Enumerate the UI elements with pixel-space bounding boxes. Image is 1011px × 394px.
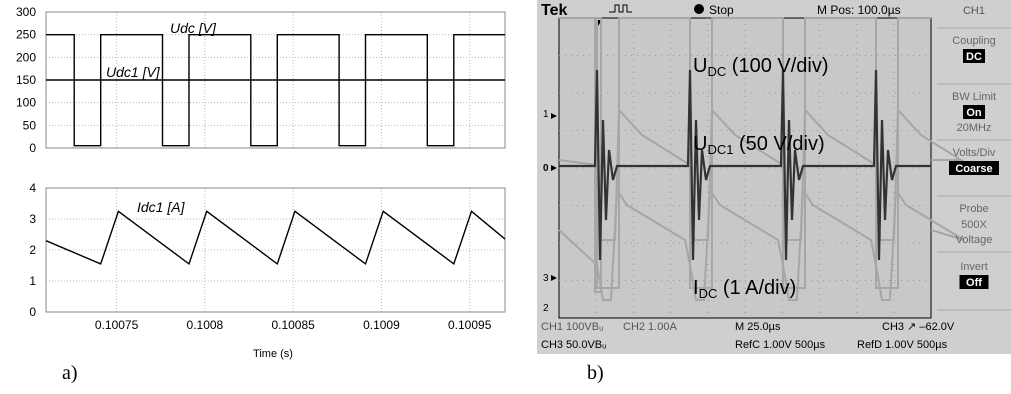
marker-ch1: 1 xyxy=(543,109,549,120)
stop-indicator-icon xyxy=(694,4,704,14)
simulation-chart-svg: 0 50 100 150 200 250 300 0 1 2 3 4 0.10075 0.1008 0.1… xyxy=(16,5,506,360)
status-refc: RefC 1.00V 500µs xyxy=(735,339,826,351)
label-idc: IDC (1 A/div) xyxy=(693,277,796,301)
y-tick-label: 4 xyxy=(29,181,36,195)
y-tick-label: 250 xyxy=(16,28,36,42)
menu-value-bg xyxy=(959,275,989,289)
menu-label-3[interactable]: Probe xyxy=(959,203,988,215)
trace-ground-ch xyxy=(559,69,931,261)
legend-idc1: Idc1 [A] xyxy=(137,199,186,215)
menu-label-0[interactable]: Coupling xyxy=(952,35,995,47)
y-tick-label: 200 xyxy=(16,50,36,64)
scope-traces xyxy=(558,17,965,301)
mpos-readout: M Pos: 100.0µs xyxy=(817,3,901,17)
oscilloscope-screen: Tek Stop M Pos: 100.0µs 1 0 3 2 UDC (100… xyxy=(537,0,1011,354)
y-tick-label: 100 xyxy=(16,96,36,110)
status-ch3: CH3 50.0VBᵤ xyxy=(541,339,606,351)
x-tick-label: 0.1008 xyxy=(187,318,224,332)
scope-brand: Tek xyxy=(541,2,567,19)
menu-value-bg xyxy=(963,49,985,63)
legend-udc: Udc [V] xyxy=(170,20,217,36)
status-ch1: CH1 100VBᵤ xyxy=(541,321,603,333)
udc-plot: 0 50 100 150 200 250 300 xyxy=(16,5,506,155)
status-mtime: M 25.0µs xyxy=(735,321,781,333)
menu-value-2[interactable]: Coarse xyxy=(955,163,992,175)
scope-side-menu: CH1 Coupling DC BW Limit On 20MHz Volts/Div Co… xyxy=(937,5,1011,311)
marker-ch3: 3 xyxy=(543,273,549,284)
menu-value-4[interactable]: Off xyxy=(966,277,982,289)
y-tick-label: 0 xyxy=(29,305,36,319)
y-tick-label: 300 xyxy=(16,5,36,19)
menu-value-bg xyxy=(963,105,985,119)
marker-arrow-icon xyxy=(551,113,557,119)
x-axis-label: Time (s) xyxy=(253,348,293,360)
trace-udc xyxy=(559,17,931,293)
x-tick-label: 0.10075 xyxy=(95,318,139,332)
menu-channel[interactable]: CH1 xyxy=(963,5,985,17)
x-tick-label: 0.10085 xyxy=(271,318,315,332)
menu-value-1[interactable]: On xyxy=(966,107,982,119)
status-refd: RefD 1.00V 500µs xyxy=(857,339,948,351)
menu-label-4[interactable]: Invert xyxy=(960,261,988,273)
x-tick-label: 0.1009 xyxy=(363,318,400,332)
y-tick-label: 2 xyxy=(29,243,36,257)
menu-value-bg xyxy=(949,161,999,175)
trace-idc xyxy=(558,186,965,301)
x-tick-label: 0.10095 xyxy=(448,318,492,332)
series-line-0-0 xyxy=(46,34,505,147)
menu-sub2-3: Voltage xyxy=(956,234,993,246)
trace-udc1 xyxy=(558,107,965,241)
marker-ch0: 0 xyxy=(543,163,549,174)
y-tick-label: 150 xyxy=(16,73,36,87)
caption-b: b) xyxy=(587,362,604,384)
idc-plot: 0 1 2 3 4 0.10075 0.1008 0.10085 0.1009 0.10095 xyxy=(29,181,506,332)
trigger-glyph-icon xyxy=(609,4,632,13)
series-line-1-0 xyxy=(45,210,506,266)
marker-arrow-icon xyxy=(551,165,557,171)
plot-frame xyxy=(45,187,506,313)
y-tick-label: 3 xyxy=(29,212,36,226)
marker-arrow-icon xyxy=(551,275,557,281)
label-udc: UDC (100 V/div) xyxy=(693,55,829,79)
menu-label-1[interactable]: BW Limit xyxy=(952,91,996,103)
status-ch3-trigger: CH3 ↗ –62.0V xyxy=(882,321,955,333)
menu-sub-1: 20MHz xyxy=(957,122,992,134)
marker-ch2: 2 xyxy=(543,303,549,314)
caption-a: a) xyxy=(62,362,78,384)
status-ch2: CH2 1.00A xyxy=(623,321,677,333)
menu-sub-3: 500X xyxy=(961,219,987,231)
y-tick-label: 0 xyxy=(29,141,36,155)
legend-udc1: Udc1 [V] xyxy=(106,64,161,80)
oscilloscope-svg: Tek Stop M Pos: 100.0µs 1 0 3 2 UDC (100… xyxy=(537,0,1011,354)
simulation-plots: 0 50 100 150 200 250 300 0 1 2 3 4 0.10075 0.1008 0.1… xyxy=(16,5,506,360)
menu-label-2[interactable]: Volts/Div xyxy=(953,147,996,159)
label-udc1: UDC1 (50 V/div) xyxy=(693,133,825,157)
trigger-state: Stop xyxy=(709,3,734,17)
menu-value-0[interactable]: DC xyxy=(966,51,982,63)
y-tick-label: 1 xyxy=(29,274,36,288)
y-tick-label: 50 xyxy=(23,118,37,132)
